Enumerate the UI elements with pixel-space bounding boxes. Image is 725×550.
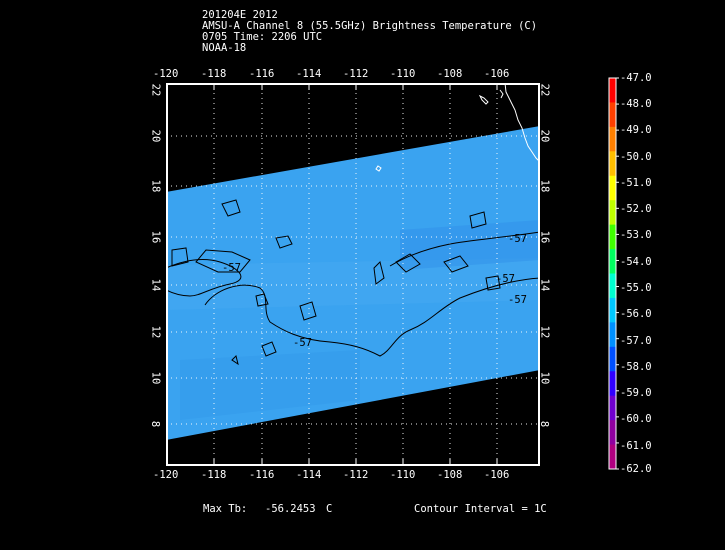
contour-line [195,249,251,273]
colorbar-segment [609,273,616,299]
lon-tick-bottom: -106 [484,469,510,481]
colorbar-label: -54.0 [620,256,652,268]
colorbar-segment [609,297,616,323]
lat-tick-right: 20 [538,129,551,143]
lon-tick-top: -118 [201,68,227,80]
contour-line [299,301,317,321]
map-frame [166,83,540,466]
title-satellite: NOAA-18 [202,42,247,54]
colorbar-segment [609,322,616,348]
lat-tick-right: 18 [538,179,551,193]
colorbar-segment [609,224,616,250]
colorbar-segment [609,151,616,177]
colorbar-label: -51.0 [620,177,652,189]
contour-label: -57 [293,337,312,349]
contour-line [373,261,385,285]
lon-tick-top: -112 [343,68,369,80]
lon-tick-bottom: -118 [201,469,227,481]
lon-tick-bottom: -114 [296,469,322,481]
lon-tick-bottom: -116 [249,469,275,481]
lon-tick-bottom: -108 [437,469,463,481]
lat-tick-left: 20 [149,129,162,143]
contour-line [261,341,277,357]
colorbar-label: -47.0 [620,72,652,84]
contour-label: -57 [222,262,241,274]
colorbar-label: -52.0 [620,203,652,215]
lat-tick-left: 14 [149,278,162,292]
lat-tick-right: 8 [538,420,551,428]
colorbar [608,77,619,470]
lat-tick-right: 14 [538,278,551,292]
contour-line [395,253,421,273]
lat-tick-left: 22 [149,83,162,97]
lat-tick-right: 12 [538,325,551,339]
contour-line [469,211,487,229]
colorbar-segment [609,444,616,470]
lon-tick-bottom: -120 [153,469,179,481]
colorbar-label: -48.0 [620,98,652,110]
colorbar-segment [609,346,616,372]
contour-label: -57 [508,294,527,306]
contour-line [231,355,239,366]
contour-line [485,275,501,291]
lon-tick-bottom: -112 [343,469,369,481]
contour-line [171,247,189,267]
colorbar-label: -61.0 [620,440,652,452]
colorbar-segment [609,371,616,397]
max-tb-value: -56.2453 [265,503,316,515]
contour-line [275,235,293,249]
contour-line [221,199,241,217]
colorbar-label: -49.0 [620,124,652,136]
lat-tick-right: 22 [538,83,551,97]
colorbar-segment [609,126,616,152]
lat-tick-right: 10 [538,371,551,385]
lat-tick-left: 8 [149,420,162,428]
lon-tick-top: -106 [484,68,510,80]
colorbar-label: -50.0 [620,151,652,163]
colorbar-border [608,77,617,470]
max-tb-unit: C [326,503,333,515]
lat-tick-left: 12 [149,325,162,339]
lon-tick-top: -120 [153,68,179,80]
contour-label: -57 [508,233,527,245]
contour-label: -57 [496,273,515,285]
title-time: 0705 Time: 2206 UTC [202,31,323,43]
title-channel: AMSU-A Channel 8 (55.5GHz) Brightness Te… [202,20,538,32]
lon-tick-top: -116 [249,68,275,80]
lat-tick-left: 16 [149,230,162,244]
coastline [375,83,540,172]
colorbar-label: -57.0 [620,335,652,347]
colorbar-segment [609,420,616,446]
lat-tick-left: 10 [149,371,162,385]
colorbar-label: -62.0 [620,463,652,475]
colorbar-label: -55.0 [620,282,652,294]
colorbar-segment [609,175,616,201]
lon-tick-top: -108 [437,68,463,80]
lat-tick-left: 18 [149,179,162,193]
colorbar-label: -60.0 [620,413,652,425]
colorbar-segment [609,249,616,274]
colorbar-segment [609,102,616,128]
title-date: 201204E 2012 [202,9,278,21]
colorbar-label: -59.0 [620,387,652,399]
lon-tick-bottom: -110 [390,469,416,481]
max-tb-label: Max Tb: [203,503,248,515]
colorbar-label: -53.0 [620,229,652,241]
colorbar-segment [609,78,616,103]
colorbar-segment [609,395,616,421]
contour-line [204,277,540,357]
colorbar-segment [609,200,616,226]
lon-tick-top: -114 [296,68,322,80]
lat-tick-right: 16 [538,230,551,244]
contour-line [166,259,242,297]
contour-line [255,293,269,307]
contour-interval: Contour Interval = 1C [414,503,547,515]
lon-tick-top: -110 [390,68,416,80]
contour-line [389,231,540,267]
colorbar-label: -58.0 [620,361,652,373]
colorbar-label: -56.0 [620,308,652,320]
contour-line [443,255,469,273]
